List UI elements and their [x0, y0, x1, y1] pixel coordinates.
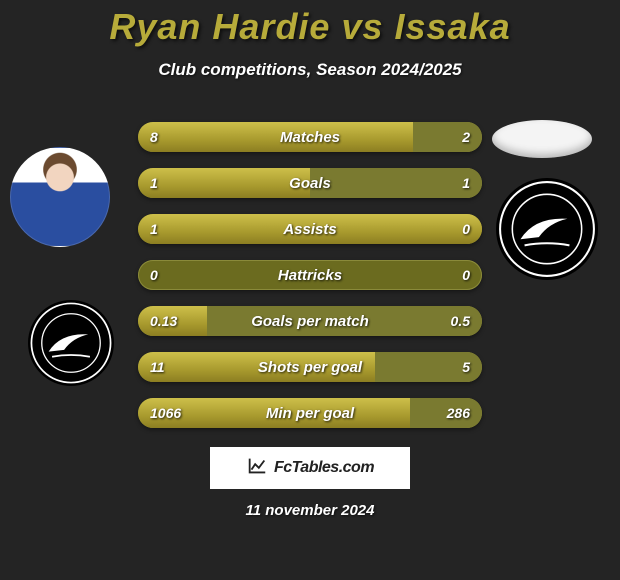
brand-badge: FcTables.com	[210, 447, 410, 489]
comparison-chart: 82Matches 11Goals 10Assists 00Hattricks 0.13…	[138, 122, 482, 444]
stat-label: Assists	[138, 214, 482, 244]
chart-icon	[246, 455, 268, 482]
player-photo-left	[10, 147, 110, 247]
brand-text: FcTables.com	[274, 459, 374, 477]
stat-row: 0.130.5Goals per match	[138, 306, 482, 336]
stat-label: Shots per goal	[138, 352, 482, 382]
stat-label: Min per goal	[138, 398, 482, 428]
stat-label: Goals per match	[138, 306, 482, 336]
stat-row: 10Assists	[138, 214, 482, 244]
stat-row: 00Hattricks	[138, 260, 482, 290]
page-subtitle: Club competitions, Season 2024/2025	[0, 60, 620, 80]
stat-row: 1066286Min per goal	[138, 398, 482, 428]
stat-label: Matches	[138, 122, 482, 152]
stat-row: 115Shots per goal	[138, 352, 482, 382]
stat-label: Goals	[138, 168, 482, 198]
stat-row: 11Goals	[138, 168, 482, 198]
page-title: Ryan Hardie vs Issaka	[0, 0, 620, 48]
date-label: 11 november 2024	[0, 502, 620, 519]
club-badge-right	[496, 178, 598, 280]
club-badge-left	[28, 300, 114, 386]
stat-row: 82Matches	[138, 122, 482, 152]
player-photo-right-placeholder	[492, 120, 592, 158]
stat-label: Hattricks	[138, 260, 482, 290]
